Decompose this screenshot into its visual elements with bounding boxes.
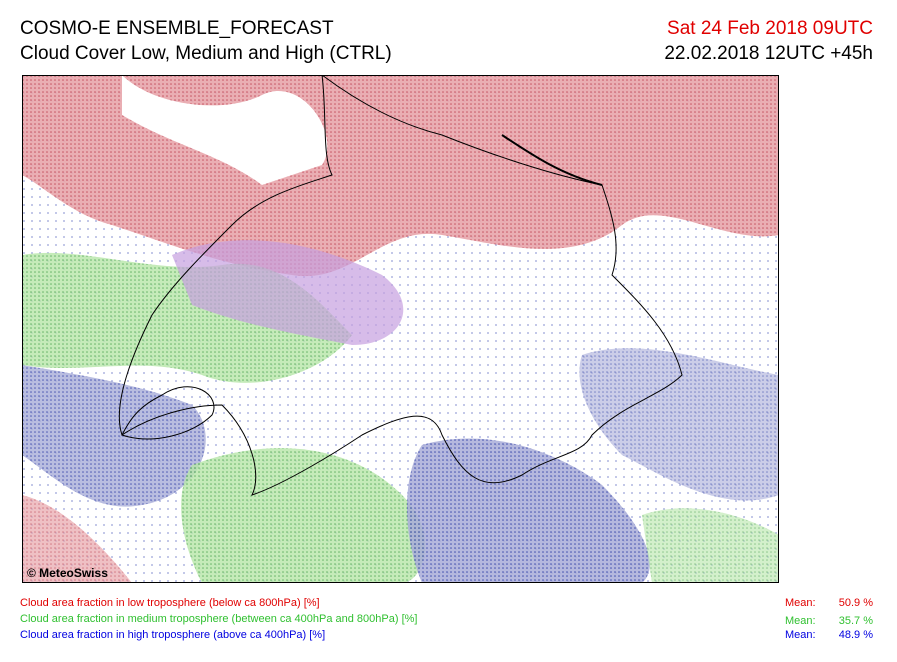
lake-outline (501, 134, 603, 186)
legend-label: Cloud area fraction in medium tropospher… (20, 613, 418, 625)
high-cloud-area (579, 348, 779, 501)
mean-label: Mean: (785, 629, 816, 641)
credit: © MeteoSwiss (27, 566, 108, 580)
run-time: 22.02.2018 12UTC +45h (664, 43, 873, 64)
mixed-cloud-area (172, 240, 404, 345)
mean-label: Mean: (785, 615, 816, 627)
legend-label: Cloud area fraction in high troposphere … (20, 629, 326, 641)
mean-label: Mean: (785, 597, 816, 609)
subtitle: Cloud Cover Low, Medium and High (CTRL) (20, 43, 392, 64)
legend-label: Cloud area fraction in low troposphere (… (20, 597, 320, 609)
lake-outline (121, 386, 215, 440)
clear-area (122, 75, 328, 185)
mean-value: 50.9 % (838, 597, 873, 609)
map (22, 75, 779, 583)
high-cloud-area (22, 365, 206, 507)
title: COSMO-E ENSEMBLE_FORECAST (20, 18, 334, 39)
high-cloud-area (407, 438, 650, 583)
map-frame (22, 75, 779, 583)
border-line (118, 75, 683, 496)
low-cloud-area (22, 495, 132, 583)
valid-time: Sat 24 Feb 2018 09UTC (667, 18, 873, 39)
mean-value: 48.9 % (838, 629, 873, 641)
mean-value: 35.7 % (838, 615, 873, 627)
medium-cloud-area (181, 448, 426, 583)
medium-cloud-area (642, 508, 779, 583)
